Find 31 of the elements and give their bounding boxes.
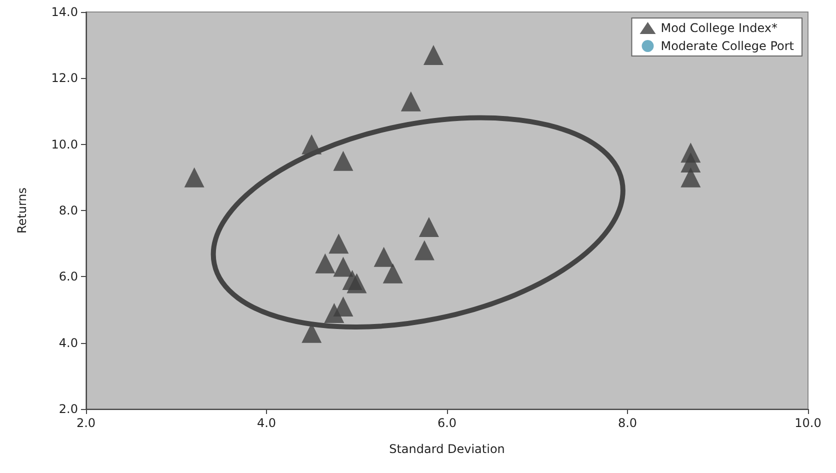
x-tick-label: 8.0 <box>618 416 638 430</box>
y-axis-title: Returns <box>15 187 29 234</box>
y-tick-label: 2.0 <box>58 402 78 416</box>
point <box>680 152 701 173</box>
point <box>324 303 344 324</box>
y-tick-label: 4.0 <box>58 336 78 350</box>
point <box>680 167 701 188</box>
point <box>333 150 354 171</box>
y-tick-label: 8.0 <box>58 204 78 218</box>
point <box>423 45 444 66</box>
point <box>418 217 439 238</box>
x-tick-label: 2.0 <box>76 416 96 430</box>
legend-label: Mod College Index* <box>660 21 778 35</box>
x-tick-label: 6.0 <box>437 416 457 430</box>
y-tick-label: 12.0 <box>51 71 78 86</box>
point <box>184 167 204 188</box>
point <box>400 91 421 112</box>
x-tick-label: 10.0 <box>794 416 822 430</box>
y-tick-label: 14.0 <box>51 5 78 19</box>
point <box>414 240 434 260</box>
y-tick-label: 6.0 <box>58 270 78 284</box>
legend-label: Moderate College Port <box>660 39 794 53</box>
point <box>333 256 354 277</box>
point <box>328 234 349 254</box>
point <box>342 270 362 290</box>
x-tick-label: 4.0 <box>256 416 276 430</box>
x-axis-title: Standard Deviation <box>389 442 505 456</box>
point <box>315 253 336 274</box>
point <box>374 246 394 267</box>
y-tick-label: 10.0 <box>51 137 78 152</box>
point <box>382 263 403 284</box>
